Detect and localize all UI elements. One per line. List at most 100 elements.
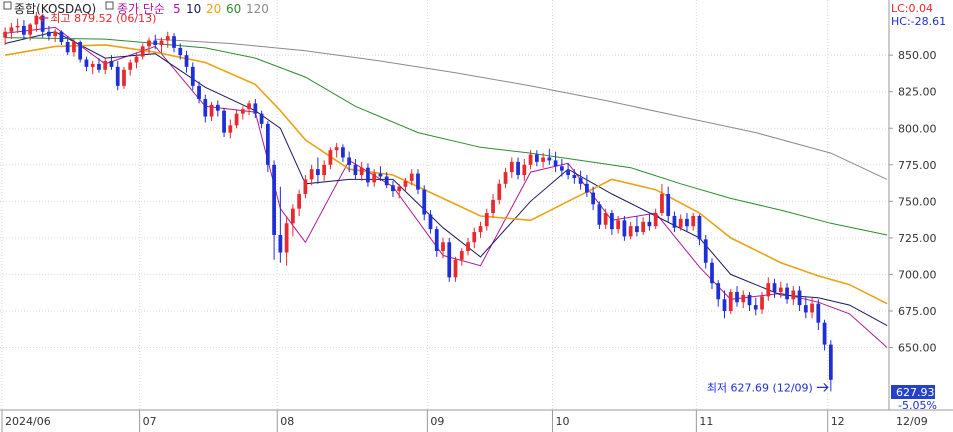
candle[interactable] — [316, 157, 320, 184]
candle[interactable] — [253, 99, 258, 119]
candle[interactable] — [109, 55, 114, 70]
candle[interactable] — [97, 58, 101, 73]
legend-box-icon[interactable] — [3, 1, 12, 10]
candle[interactable] — [47, 25, 51, 41]
candle[interactable] — [559, 158, 564, 177]
candle[interactable] — [272, 160, 276, 260]
candle[interactable] — [622, 215, 627, 241]
candle[interactable] — [741, 290, 746, 309]
candle[interactable] — [691, 213, 696, 231]
candle[interactable] — [447, 237, 452, 282]
candle[interactable] — [397, 183, 402, 199]
candle[interactable] — [816, 299, 821, 330]
candle[interactable] — [247, 100, 251, 116]
candle[interactable] — [309, 164, 314, 186]
candle[interactable] — [572, 169, 577, 184]
candle[interactable] — [672, 211, 677, 233]
candle[interactable] — [65, 36, 70, 56]
candle[interactable] — [265, 120, 270, 173]
candle[interactable] — [159, 37, 164, 54]
candle[interactable] — [553, 151, 558, 173]
candle[interactable] — [522, 158, 527, 181]
candle[interactable] — [653, 208, 658, 230]
candle[interactable] — [284, 215, 289, 266]
candle[interactable] — [791, 286, 796, 306]
candle[interactable] — [78, 40, 83, 63]
candle[interactable] — [747, 291, 752, 311]
candle[interactable] — [72, 39, 76, 57]
candle[interactable] — [697, 214, 702, 246]
candle[interactable] — [822, 319, 827, 351]
candle[interactable] — [509, 157, 514, 178]
candle[interactable] — [441, 237, 445, 259]
candle[interactable] — [303, 175, 308, 199]
candle[interactable] — [197, 81, 201, 104]
legend-ma-box-icon[interactable] — [105, 1, 114, 10]
candle[interactable] — [803, 296, 808, 319]
candle[interactable] — [347, 151, 352, 173]
candle[interactable] — [378, 166, 383, 181]
candle[interactable] — [372, 169, 377, 187]
candle[interactable] — [616, 215, 621, 234]
candle[interactable] — [566, 163, 570, 180]
candle[interactable] — [128, 59, 133, 76]
candle[interactable] — [140, 43, 145, 60]
candle[interactable] — [322, 160, 327, 181]
candle[interactable] — [22, 20, 26, 40]
candle[interactable] — [9, 23, 14, 40]
candle[interactable] — [772, 278, 777, 298]
candle[interactable] — [147, 37, 151, 54]
candle[interactable] — [203, 94, 208, 123]
candle[interactable] — [428, 210, 433, 234]
candle[interactable] — [90, 61, 95, 75]
candle[interactable] — [635, 215, 639, 237]
candle[interactable] — [722, 290, 727, 319]
candle[interactable] — [641, 217, 646, 235]
candle[interactable] — [728, 289, 733, 314]
candle[interactable] — [178, 43, 183, 60]
candle[interactable] — [678, 214, 683, 231]
candle[interactable] — [334, 142, 339, 158]
candle[interactable] — [810, 297, 814, 319]
candle[interactable] — [172, 33, 176, 53]
candle[interactable] — [666, 186, 671, 222]
candle[interactable] — [391, 180, 395, 197]
candle[interactable] — [209, 101, 214, 121]
candle[interactable] — [434, 226, 439, 257]
candle[interactable] — [34, 12, 39, 32]
candle[interactable] — [53, 28, 58, 43]
candle[interactable] — [184, 50, 189, 73]
candle[interactable] — [484, 208, 489, 231]
candle[interactable] — [453, 256, 458, 282]
candle[interactable] — [165, 31, 170, 48]
candle[interactable] — [534, 150, 539, 167]
candle[interactable] — [710, 258, 714, 290]
candle[interactable] — [422, 185, 427, 221]
candle[interactable] — [760, 291, 764, 314]
candle[interactable] — [828, 340, 833, 392]
candle[interactable] — [660, 183, 664, 216]
candle[interactable] — [497, 179, 502, 205]
candle[interactable] — [578, 170, 583, 190]
candle[interactable] — [785, 283, 789, 304]
candle[interactable] — [478, 221, 483, 238]
candle[interactable] — [278, 186, 283, 263]
candle[interactable] — [466, 237, 470, 256]
candle[interactable] — [328, 147, 333, 170]
candle[interactable] — [341, 144, 345, 162]
candle[interactable] — [716, 280, 721, 307]
candle[interactable] — [134, 52, 139, 69]
candle[interactable] — [459, 248, 464, 266]
candle[interactable] — [153, 34, 158, 50]
candle[interactable] — [503, 167, 508, 189]
candle[interactable] — [84, 56, 89, 72]
candle[interactable] — [409, 169, 414, 186]
candle[interactable] — [778, 281, 783, 298]
candle[interactable] — [628, 221, 633, 240]
candle[interactable] — [222, 107, 226, 138]
candle[interactable] — [234, 109, 239, 129]
candle[interactable] — [703, 234, 708, 269]
candle[interactable] — [766, 277, 771, 301]
candle[interactable] — [215, 100, 220, 117]
